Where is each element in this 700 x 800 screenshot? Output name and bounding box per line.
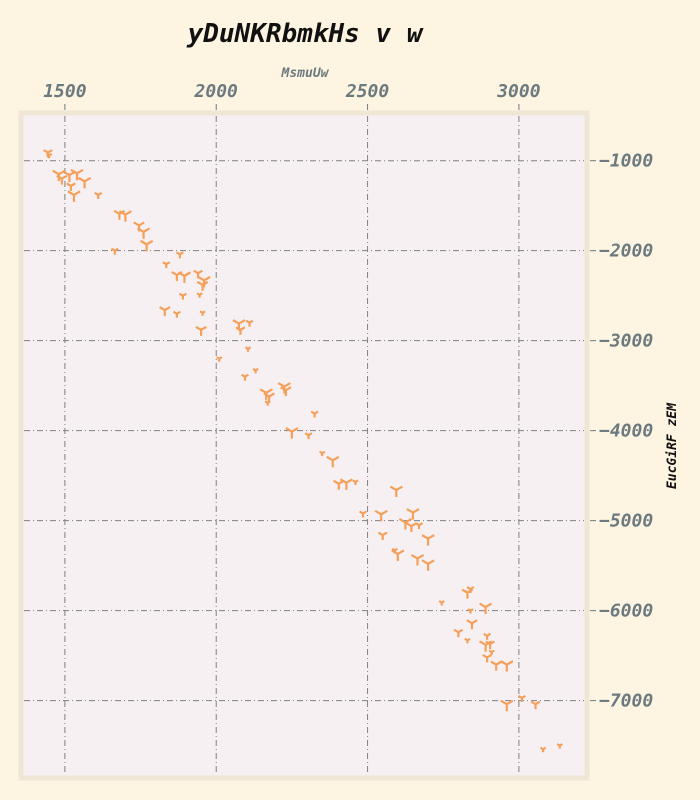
data-point	[556, 743, 563, 749]
data-point	[466, 586, 475, 594]
data-point	[70, 168, 84, 181]
x-axis-label: MsmuUw	[281, 66, 330, 81]
data-point	[377, 531, 388, 541]
data-point	[391, 549, 405, 561]
data-point	[406, 508, 420, 520]
y-tick-label: −6000	[599, 601, 653, 622]
data-point	[421, 559, 435, 571]
data-point	[398, 517, 413, 530]
data-point	[415, 522, 424, 530]
data-point	[264, 400, 271, 406]
x-tick-label: 2000	[194, 81, 239, 102]
data-point	[374, 509, 388, 522]
data-point	[245, 319, 254, 327]
x-tick-label: 2500	[345, 81, 390, 102]
data-point	[244, 346, 252, 352]
data-points	[43, 149, 563, 753]
data-point	[77, 176, 92, 189]
data-point	[467, 608, 474, 614]
grid-lines	[24, 116, 584, 775]
data-point	[139, 239, 154, 252]
data-point	[240, 373, 249, 381]
data-point	[285, 427, 299, 439]
data-point	[339, 478, 353, 490]
data-point	[438, 600, 445, 606]
data-point	[159, 306, 171, 317]
data-point	[517, 694, 526, 702]
data-point	[304, 432, 313, 440]
data-point	[500, 660, 514, 672]
y-tick-label: −5000	[599, 511, 653, 532]
data-point	[196, 280, 209, 291]
data-point	[352, 479, 359, 485]
data-point	[195, 325, 207, 336]
data-point	[118, 210, 133, 222]
data-point	[235, 326, 246, 335]
data-point	[94, 191, 103, 199]
data-point	[453, 628, 464, 638]
data-point	[483, 632, 492, 640]
y-tick-label: −4000	[599, 421, 653, 442]
data-point	[488, 649, 495, 656]
plot-area	[18, 110, 590, 781]
data-point	[466, 619, 478, 630]
data-point	[530, 700, 541, 710]
data-point	[56, 174, 68, 185]
data-point	[389, 485, 403, 498]
data-point	[46, 152, 53, 159]
axis-ticks: 1500 2000 2500 3000 −1000 −2000 −3000 −4000 −500…	[43, 81, 653, 712]
data-point	[319, 450, 326, 457]
y-tick-label: −1000	[599, 151, 653, 172]
data-point	[280, 386, 292, 397]
data-point	[178, 292, 187, 300]
data-point	[410, 553, 425, 566]
data-point	[359, 510, 368, 518]
data-point	[196, 292, 203, 298]
data-point	[500, 699, 514, 712]
data-point	[482, 653, 492, 663]
data-point	[162, 261, 171, 269]
y-tick-label: −2000	[599, 241, 653, 262]
data-point	[310, 410, 319, 418]
data-point	[326, 455, 340, 468]
y-tick-label: −3000	[599, 331, 653, 352]
data-point	[485, 640, 496, 649]
data-point	[464, 637, 471, 644]
data-point	[175, 251, 184, 259]
data-point	[177, 271, 192, 283]
data-point	[136, 227, 151, 239]
chart-title: yDuNKRbmkHs v w	[186, 19, 424, 49]
data-point	[67, 190, 81, 202]
data-point	[539, 746, 547, 753]
data-point	[421, 534, 435, 546]
data-point	[110, 247, 119, 255]
data-point	[66, 182, 76, 191]
data-point	[172, 310, 181, 318]
data-point	[199, 310, 206, 316]
x-tick-label: 3000	[496, 81, 541, 102]
y-axis-label: EucGiRF zEM	[665, 402, 680, 489]
data-point	[252, 367, 259, 374]
data-point	[216, 356, 223, 362]
y-tick-label: −7000	[599, 691, 653, 712]
data-point	[478, 602, 493, 615]
x-tick-label: 1500	[43, 81, 87, 102]
